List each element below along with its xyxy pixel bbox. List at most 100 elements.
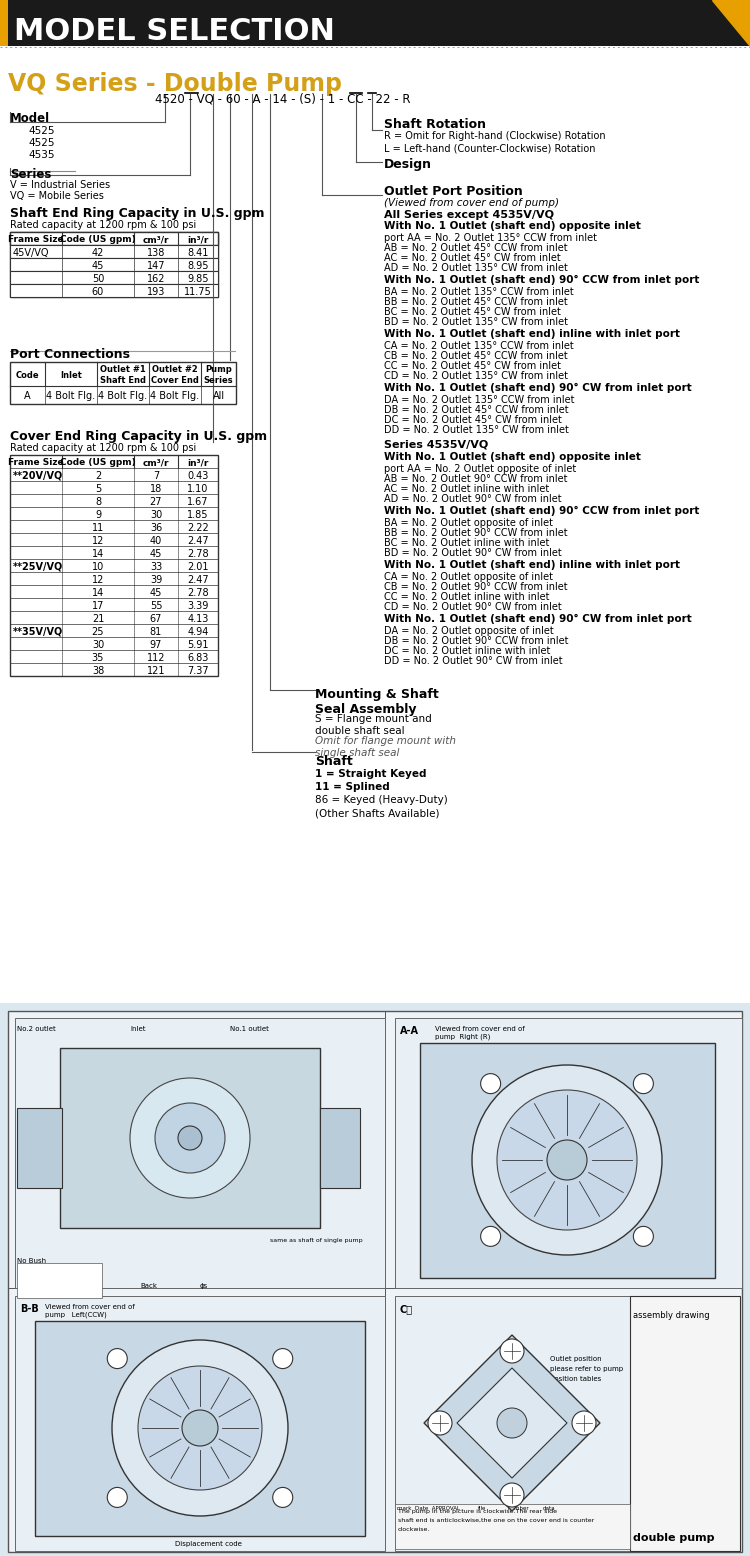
Text: CA = No. 2 Outlet 135° CCW from inlet: CA = No. 2 Outlet 135° CCW from inlet <box>384 341 574 352</box>
Text: L = Left-hand (Counter-Clockwise) Rotation: L = Left-hand (Counter-Clockwise) Rotati… <box>384 143 596 152</box>
Text: 4.13: 4.13 <box>188 613 209 624</box>
Text: 4 Bolt Flg.: 4 Bolt Flg. <box>46 391 95 401</box>
Text: assembly drawing: assembly drawing <box>633 1312 710 1319</box>
Text: 45: 45 <box>150 588 162 598</box>
Polygon shape <box>457 1368 567 1478</box>
Text: Inlet: Inlet <box>130 1025 146 1032</box>
Text: 5.91: 5.91 <box>188 640 209 649</box>
Text: 0.43: 0.43 <box>188 470 209 481</box>
Text: used in the cover: used in the cover <box>19 1277 74 1282</box>
Bar <box>395 1018 742 1288</box>
Circle shape <box>138 1366 262 1491</box>
Text: mark  Date  APPROVAL: mark Date APPROVAL <box>397 1506 460 1511</box>
Bar <box>10 232 218 297</box>
Text: 1.67: 1.67 <box>188 496 209 507</box>
Text: 2.47: 2.47 <box>188 535 209 546</box>
Text: Model: Model <box>10 112 50 124</box>
Text: Omit for flange mount with
single shaft seal: Omit for flange mount with single shaft … <box>315 736 456 758</box>
Text: 36: 36 <box>150 523 162 532</box>
Text: 121: 121 <box>147 666 165 675</box>
Text: Frame Size: Frame Size <box>8 235 64 244</box>
Text: 45V/VQ: 45V/VQ <box>13 247 50 257</box>
Text: Viewed from cover end of: Viewed from cover end of <box>435 1025 525 1032</box>
Text: C局: C局 <box>400 1304 413 1313</box>
Text: 18: 18 <box>150 484 162 493</box>
Text: Outlet #1
Shaft End: Outlet #1 Shaft End <box>100 366 146 384</box>
Text: 81: 81 <box>150 627 162 636</box>
Text: Code (US gpm): Code (US gpm) <box>60 457 136 467</box>
Bar <box>10 258 218 271</box>
Bar <box>0 1004 750 1556</box>
Text: S = Flange mount and
double shaft seal: S = Flange mount and double shaft seal <box>315 714 432 736</box>
Text: 4535: 4535 <box>28 149 55 160</box>
Text: 7.37: 7.37 <box>188 666 209 675</box>
Text: 6.83: 6.83 <box>188 652 209 663</box>
Circle shape <box>497 1091 637 1229</box>
Text: 97: 97 <box>150 640 162 649</box>
Text: 9.85: 9.85 <box>188 274 209 283</box>
Text: No.1 outlet: No.1 outlet <box>230 1025 268 1032</box>
Text: **35V/VQ: **35V/VQ <box>13 627 63 636</box>
Text: DC = No. 2 Outlet 45° CW from inlet: DC = No. 2 Outlet 45° CW from inlet <box>384 415 562 425</box>
Text: file: file <box>478 1506 486 1511</box>
Text: B-B: B-B <box>20 1304 39 1313</box>
Text: 4 Bolt Flg.: 4 Bolt Flg. <box>151 391 200 401</box>
Text: 3.39: 3.39 <box>188 601 209 610</box>
Text: 12: 12 <box>92 535 104 546</box>
Text: Viewed from cover end of: Viewed from cover end of <box>45 1304 135 1310</box>
Polygon shape <box>712 0 750 47</box>
Bar <box>17 1263 102 1298</box>
Text: (Other Shafts Available): (Other Shafts Available) <box>315 808 440 818</box>
Text: V = Industrial Series: V = Industrial Series <box>10 180 110 190</box>
Text: 12: 12 <box>92 574 104 585</box>
Bar <box>17 1108 62 1187</box>
Bar <box>0 0 750 47</box>
Text: All Series except 4535V/VQ: All Series except 4535V/VQ <box>384 210 554 219</box>
Text: 67: 67 <box>150 613 162 624</box>
Text: 2: 2 <box>94 470 101 481</box>
Circle shape <box>633 1074 653 1094</box>
Circle shape <box>182 1410 218 1446</box>
Circle shape <box>107 1349 128 1369</box>
Text: port AA = No. 2 Outlet opposite of inlet: port AA = No. 2 Outlet opposite of inlet <box>384 464 576 475</box>
Bar <box>35 1321 365 1536</box>
Text: DB = No. 2 Outlet 90° CCW from inlet: DB = No. 2 Outlet 90° CCW from inlet <box>384 636 568 646</box>
Text: 55: 55 <box>150 601 162 610</box>
Text: Code: Code <box>16 370 39 380</box>
Text: The pump in the picture is clockwise.The rear side: The pump in the picture is clockwise.The… <box>398 1509 557 1514</box>
Text: C: C <box>17 1151 22 1158</box>
Text: **25V/VQ: **25V/VQ <box>13 562 63 571</box>
Text: 2.78: 2.78 <box>188 549 209 559</box>
Bar <box>10 244 218 258</box>
Text: in³/r: in³/r <box>188 235 209 244</box>
Text: BA = No. 2 Outlet opposite of inlet: BA = No. 2 Outlet opposite of inlet <box>384 518 553 527</box>
Text: cm³/r: cm³/r <box>142 235 170 244</box>
Text: **20V/VQ: **20V/VQ <box>13 470 63 481</box>
Bar <box>10 271 218 285</box>
Text: (Viewed from cover end of pump): (Viewed from cover end of pump) <box>384 198 559 209</box>
Text: With No. 1 Outlet (shaft end) 90° CW from inlet port: With No. 1 Outlet (shaft end) 90° CW fro… <box>384 383 692 394</box>
Text: Series 4535V/VQ: Series 4535V/VQ <box>384 439 488 450</box>
Bar <box>8 1011 742 1551</box>
Text: please refer to pump: please refer to pump <box>550 1366 623 1372</box>
Text: Series: Series <box>10 168 51 180</box>
Text: 7: 7 <box>153 470 159 481</box>
Text: 27: 27 <box>150 496 162 507</box>
Text: 5: 5 <box>94 484 101 493</box>
Text: 8.95: 8.95 <box>188 260 209 271</box>
Text: cm³/r: cm³/r <box>142 457 170 467</box>
Text: shaft end is anticlockwise,the one on the cover end is counter: shaft end is anticlockwise,the one on th… <box>398 1519 594 1523</box>
Text: VQ Series - Double Pump: VQ Series - Double Pump <box>8 72 342 96</box>
Text: 2.01: 2.01 <box>188 562 209 571</box>
Text: 8: 8 <box>95 496 101 507</box>
Text: With No. 1 Outlet (shaft end) 90° CCW from inlet port: With No. 1 Outlet (shaft end) 90° CCW fr… <box>384 506 699 517</box>
Circle shape <box>481 1074 501 1094</box>
Circle shape <box>273 1488 292 1508</box>
Text: 14: 14 <box>92 549 104 559</box>
Text: 11.75: 11.75 <box>184 286 211 297</box>
Text: 1.10: 1.10 <box>188 484 209 493</box>
Text: Displacement code: Displacement code <box>635 1243 702 1249</box>
Text: CC = No. 2 Outlet inline with inlet: CC = No. 2 Outlet inline with inlet <box>384 591 550 602</box>
Circle shape <box>497 1408 527 1438</box>
Bar <box>630 1296 740 1551</box>
